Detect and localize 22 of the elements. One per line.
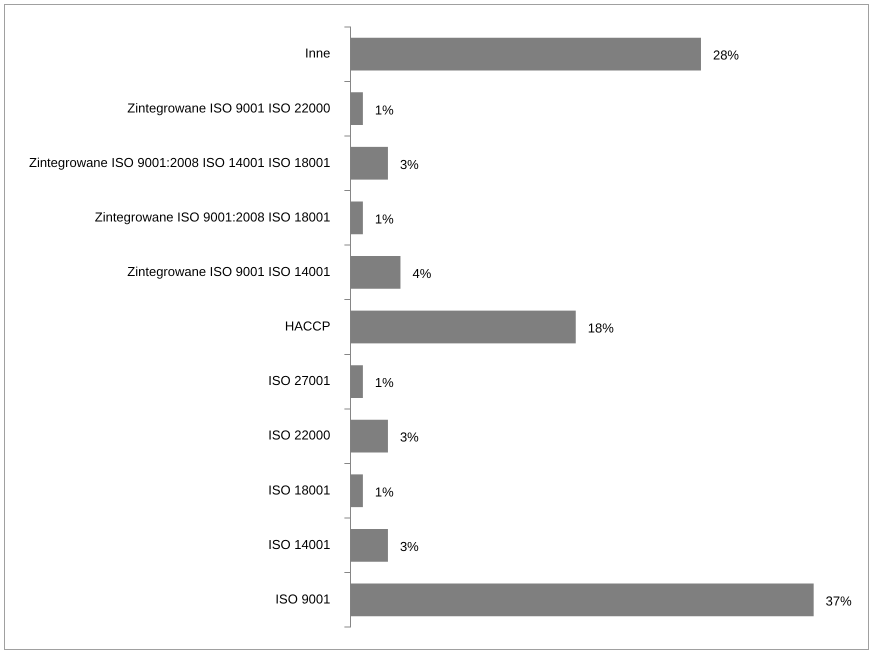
- data-label: 28%: [712, 48, 740, 63]
- data-label: 37%: [826, 593, 852, 608]
- data-label: 3%: [400, 538, 420, 554]
- y-tick-label: Zintegrowane ISO 9001:2008 ISO 18001: [94, 209, 330, 224]
- data-label: 1%: [374, 484, 394, 500]
- data-label: 3%: [400, 430, 420, 445]
- data-label: 1%: [374, 102, 394, 118]
- y-tick-label: ISO 9001: [275, 591, 330, 606]
- y-tick-label: Inne: [305, 46, 330, 61]
- y-tick-label: Zintegrowane ISO 9001 ISO 22000: [127, 100, 330, 116]
- data-label: 18%: [588, 320, 614, 336]
- y-tick-label: Zintegrowane ISO 9001:2008 ISO 14001 ISO 18001: [29, 154, 330, 170]
- data-label: 1%: [374, 375, 394, 390]
- y-tick-label: ISO 14001: [268, 536, 330, 552]
- y-tick-label: ISO 18001: [268, 482, 330, 498]
- y-tick-label: ISO 27001: [268, 373, 330, 388]
- y-tick-label: HACCP: [284, 318, 330, 334]
- y-tick-label: ISO 22000: [268, 428, 330, 443]
- data-label: 3%: [400, 156, 420, 172]
- data-label: 1%: [374, 211, 394, 226]
- y-tick-label: Zintegrowane ISO 9001 ISO 14001: [127, 264, 330, 279]
- data-label: 4%: [412, 266, 432, 281]
